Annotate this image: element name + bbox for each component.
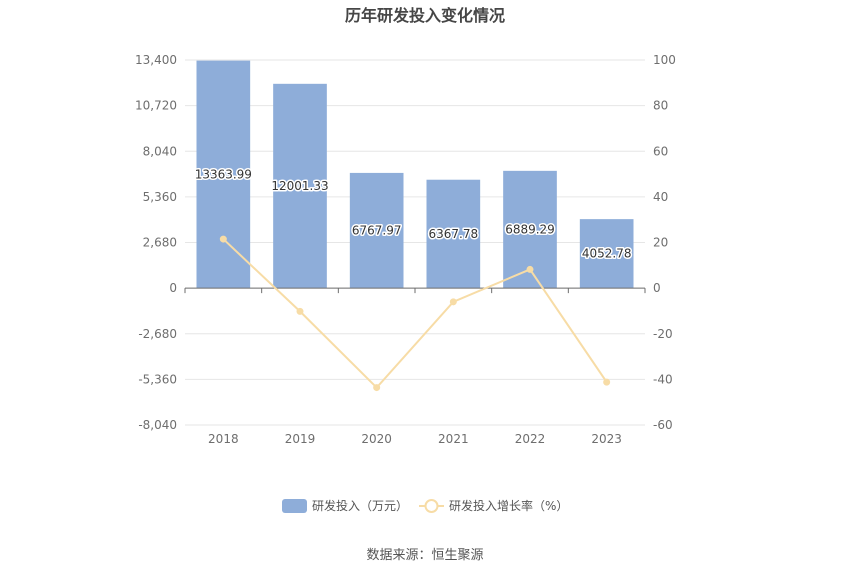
right-tick-label: 0: [653, 281, 661, 295]
bar-value-label: 6367.78: [429, 227, 479, 241]
x-tick-label: 2021: [438, 432, 469, 446]
line-point[interactable]: [296, 307, 304, 315]
bar[interactable]: [426, 179, 481, 289]
legend-bar-label: 研发投入（万元）: [312, 498, 408, 513]
data-source: 数据来源：恒生聚源: [366, 548, 483, 563]
legend-line-marker: [424, 499, 439, 513]
legend-bar-swatch: [282, 499, 307, 513]
x-tick-label: 2022: [515, 432, 546, 446]
x-tick-label: 2023: [591, 432, 622, 446]
left-tick-label: 5,360: [143, 190, 177, 204]
x-tick-label: 2020: [361, 432, 392, 446]
legend-item-line[interactable]: 研发投入增长率（%）: [419, 498, 568, 513]
right-tick-label: -40: [653, 372, 673, 386]
line-point[interactable]: [373, 384, 381, 392]
bar-value-label: 6767.97: [352, 224, 402, 238]
left-tick-label: -5,360: [138, 372, 177, 386]
right-tick-label: 20: [653, 236, 668, 250]
bar[interactable]: [579, 219, 634, 289]
left-tick-label: 13,400: [135, 53, 177, 67]
right-tick-label: 40: [653, 190, 668, 204]
line-point[interactable]: [603, 378, 611, 386]
line-point[interactable]: [219, 235, 227, 243]
right-tick-label: 60: [653, 144, 668, 158]
line-series: [219, 235, 611, 392]
chart-title: 历年研发投入变化情况: [345, 6, 505, 25]
bar[interactable]: [349, 172, 404, 289]
bar-value-label: 13363.99: [195, 167, 252, 181]
x-axis: 2018 2019 2020 2021 2022 2023: [184, 287, 646, 446]
line-point[interactable]: [449, 298, 457, 306]
right-tick-label: 80: [653, 99, 668, 113]
grid-lines: [185, 59, 645, 426]
bar-series: [196, 60, 634, 289]
bar-value-label: 6889.29: [505, 222, 555, 236]
right-tick-label: 100: [653, 53, 676, 67]
legend-item-bar[interactable]: 研发投入（万元）: [282, 498, 408, 513]
x-tick-label: 2019: [285, 432, 316, 446]
growth-line: [222, 238, 608, 390]
right-axis-ticks: 100 80 60 40 20 0 -20 -40 -60: [653, 53, 676, 432]
line-point[interactable]: [526, 265, 534, 273]
bar[interactable]: [196, 60, 251, 289]
right-tick-label: -20: [653, 327, 673, 341]
x-tick-label: 2018: [208, 432, 239, 446]
bar-value-label: 12001.33: [271, 179, 328, 193]
left-tick-label: 10,720: [135, 99, 177, 113]
left-tick-label: 8,040: [143, 144, 177, 158]
bar[interactable]: [273, 83, 327, 289]
legend-line-label: 研发投入增长率（%）: [449, 498, 568, 513]
legend: 研发投入（万元） 研发投入增长率（%）: [282, 498, 568, 513]
right-tick-label: -60: [653, 418, 673, 432]
left-tick-label: -2,680: [138, 327, 177, 341]
bar-value-label: 4052.78: [582, 247, 632, 261]
left-axis-ticks: 13,400 10,720 8,040 5,360 2,680 0 -2,680 -5,360…: [135, 53, 177, 432]
left-tick-label: 2,680: [143, 236, 177, 250]
left-tick-label: -8,040: [138, 418, 177, 432]
left-tick-label: 0: [169, 281, 177, 295]
bar-data-labels: 13363.99 12001.33 6767.97 6367.78 6889.29 405…: [193, 166, 633, 262]
